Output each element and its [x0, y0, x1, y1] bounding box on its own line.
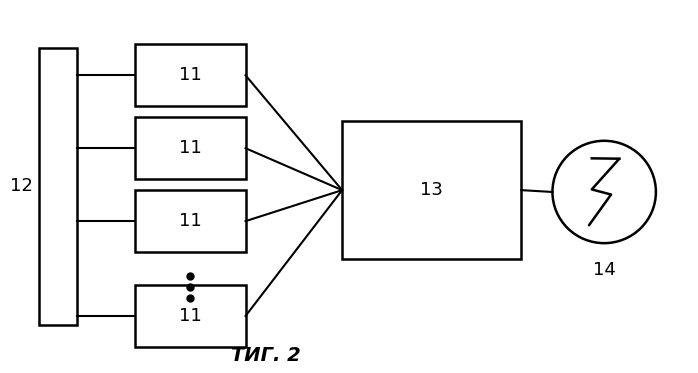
Ellipse shape [552, 141, 656, 243]
Text: 11: 11 [179, 212, 202, 230]
Bar [38, 48, 77, 325]
Text: 12: 12 [10, 178, 33, 195]
Bar [342, 121, 521, 260]
Text: ΤИГ. 2: ΤИГ. 2 [231, 346, 301, 365]
Bar [135, 117, 246, 179]
Text: 11: 11 [179, 307, 202, 325]
Bar [135, 190, 246, 252]
Bar [135, 44, 246, 106]
Text: 14: 14 [593, 261, 616, 279]
Bar [135, 285, 246, 347]
Text: 13: 13 [420, 181, 443, 199]
Text: 11: 11 [179, 66, 202, 84]
Text: 11: 11 [179, 139, 202, 157]
